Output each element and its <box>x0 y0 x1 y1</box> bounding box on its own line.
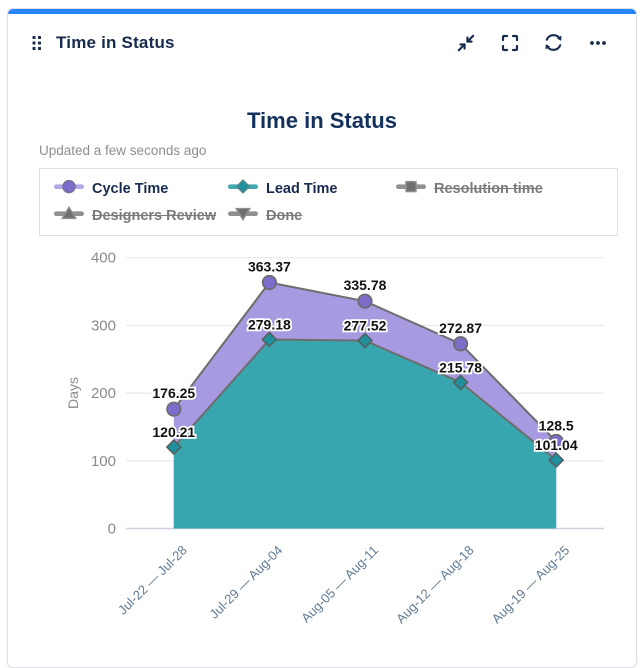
data-label: 128.5 <box>539 418 574 434</box>
data-label: 215.78 <box>439 359 482 375</box>
data-label: 279.18 <box>248 316 291 332</box>
x-axis-label: Jul-29 — Aug-04 <box>206 543 285 622</box>
area-chart: 0 100 200 300 400 Days 176.25 363.37 335.78 272.8… <box>65 237 644 661</box>
data-label: 335.78 <box>344 277 387 293</box>
header-actions <box>455 32 608 53</box>
legend-item-designers-review[interactable]: Designers Review <box>54 205 228 227</box>
legend-label: Designers Review <box>92 208 217 224</box>
svg-text:400: 400 <box>91 250 116 267</box>
legend-label: Lead Time <box>266 181 338 197</box>
triangle-up-marker-icon <box>54 205 84 227</box>
legend-item-resolution-time[interactable]: Resolution time <box>396 178 543 200</box>
updated-timestamp: Updated a few seconds ago <box>39 143 207 158</box>
x-axis-label: Aug-19 — Aug-25 <box>489 543 573 627</box>
data-label: 272.87 <box>439 320 482 336</box>
refresh-icon[interactable] <box>543 32 564 53</box>
diamond-marker-icon <box>228 178 258 200</box>
gadget-title: Time in Status <box>56 32 175 52</box>
gadget-card: Time in Status <box>7 8 637 668</box>
legend-item-cycle-time[interactable]: Cycle Time <box>54 178 228 200</box>
fullscreen-icon[interactable] <box>499 32 520 53</box>
data-label: 176.25 <box>152 385 195 401</box>
drag-handle-icon[interactable] <box>32 35 42 51</box>
x-axis-label: Jul-22 — Jul-28 <box>115 543 190 618</box>
x-axis-label: Aug-12 — Aug-18 <box>393 543 477 627</box>
legend-row: Designers Review Done <box>54 205 603 227</box>
legend-item-lead-time[interactable]: Lead Time <box>228 178 396 200</box>
svg-text:100: 100 <box>91 453 116 470</box>
square-marker-icon <box>396 178 426 200</box>
legend-label: Done <box>266 208 303 224</box>
gadget-header: Time in Status <box>8 14 636 53</box>
collapse-icon[interactable] <box>455 32 476 53</box>
triangle-down-marker-icon <box>228 205 258 227</box>
svg-text:200: 200 <box>91 385 116 402</box>
data-label: 363.37 <box>248 258 291 274</box>
legend-row: Cycle Time Lead Time Resolution time <box>54 178 603 200</box>
svg-text:300: 300 <box>91 317 116 334</box>
data-label: 277.52 <box>344 318 387 334</box>
x-axis-label: Aug-05 — Aug-11 <box>298 543 381 626</box>
chart-legend: Cycle Time Lead Time Resolution time Design… <box>39 168 618 236</box>
chart-title: Time in Status <box>247 108 397 133</box>
more-icon[interactable] <box>587 32 608 53</box>
data-label: 101.04 <box>535 437 578 453</box>
card-top-accent <box>8 9 636 14</box>
svg-text:0: 0 <box>108 521 116 538</box>
data-label: 120.21 <box>152 424 195 440</box>
legend-label: Resolution time <box>434 181 543 197</box>
svg-text:Days: Days <box>68 377 81 409</box>
circle-marker-icon <box>54 178 84 200</box>
legend-item-done[interactable]: Done <box>228 205 396 227</box>
legend-label: Cycle Time <box>92 181 169 197</box>
